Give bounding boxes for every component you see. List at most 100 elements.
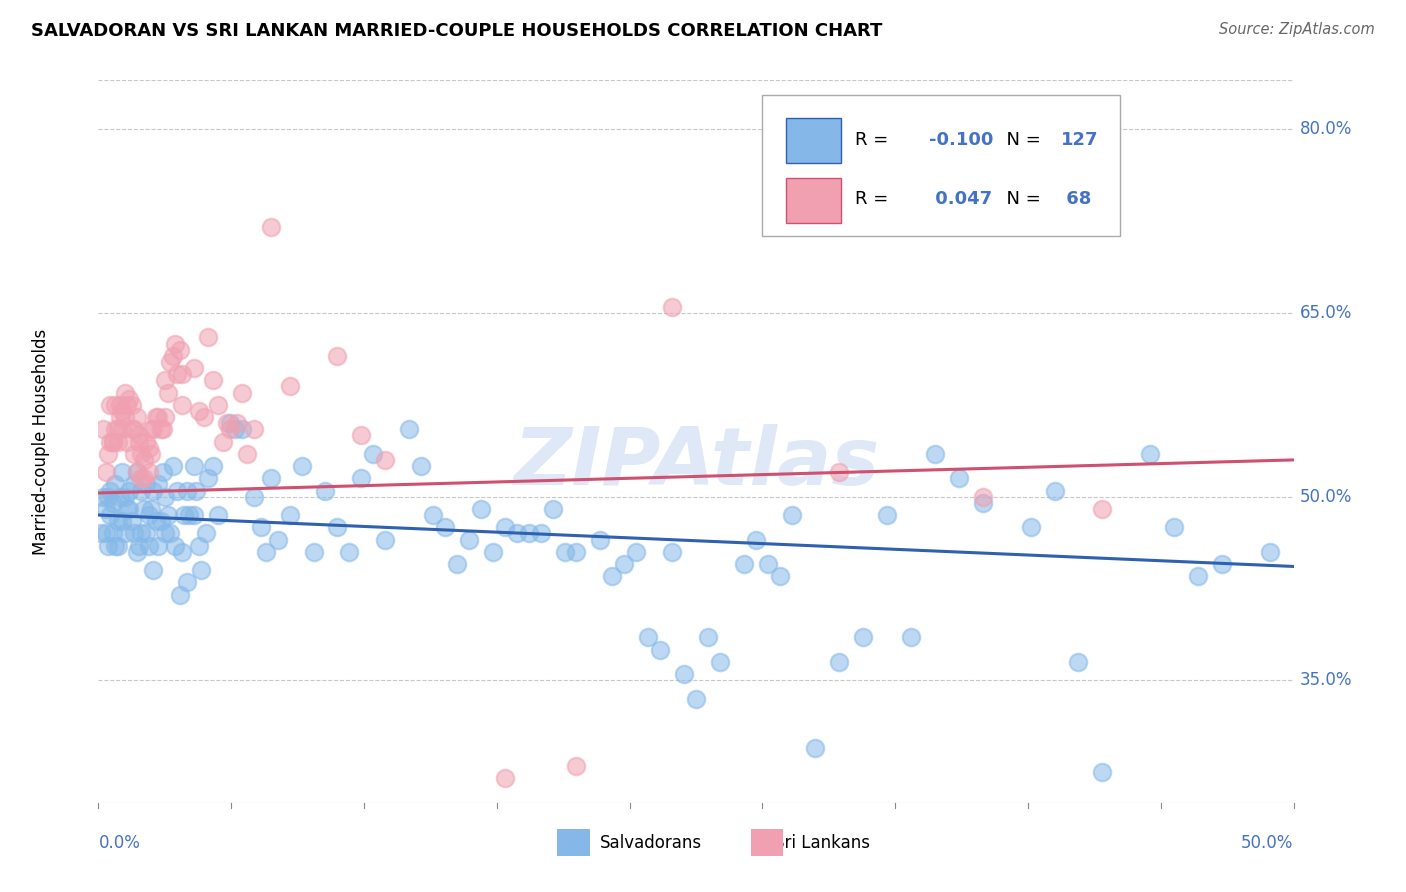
Point [101,434,124,449]
Point [193,410,215,425]
Point [90,526,112,541]
Text: Sri Lankans: Sri Lankans [773,833,870,852]
Point [197,330,219,344]
Point [172,398,194,412]
Point [768,569,790,583]
Point [142,422,165,436]
Point [565,545,588,559]
Point [152,465,174,479]
Text: 35.0%: 35.0% [1299,672,1353,690]
Point [125,465,148,479]
FancyBboxPatch shape [751,829,783,855]
Point [115,398,138,412]
Point [187,404,209,418]
Point [183,361,205,376]
Point [589,533,612,547]
Point [124,447,146,461]
Point [804,740,827,755]
Point [114,410,136,425]
Point [637,631,659,645]
Point [107,434,129,449]
Point [494,520,516,534]
Point [98,434,122,449]
Point [709,655,731,669]
Point [108,490,131,504]
Point [159,526,181,541]
Point [176,575,198,590]
Point [1187,569,1209,583]
Point [1211,557,1233,571]
Point [1258,545,1281,559]
Point [506,526,529,541]
Text: R =: R = [855,130,894,149]
Point [132,453,155,467]
Point [207,508,229,522]
Point [661,545,683,559]
Point [350,471,373,485]
Point [183,458,205,473]
Point [195,526,218,541]
Text: ZIPAtlas: ZIPAtlas [513,425,879,502]
Point [172,545,194,559]
Point [139,447,162,461]
Point [339,545,361,559]
Point [139,502,162,516]
Point [458,533,481,547]
Point [91,422,114,436]
Point [530,526,553,541]
Point [142,483,165,498]
Point [138,465,160,479]
Point [108,398,131,412]
Point [481,545,505,559]
Point [132,502,155,516]
Point [173,508,195,522]
Point [828,655,851,669]
Point [98,508,122,522]
Point [145,410,167,425]
Point [121,422,143,436]
Point [661,300,683,314]
Point [131,526,153,541]
Point [159,355,181,369]
Point [125,545,148,559]
Point [131,483,153,498]
Point [115,434,138,449]
Text: R =: R = [855,191,894,209]
FancyBboxPatch shape [557,829,589,855]
Point [138,441,160,455]
Point [169,343,191,357]
Point [111,465,134,479]
Point [111,422,134,436]
Point [131,471,153,485]
Point [124,477,146,491]
Text: 50.0%: 50.0% [1299,488,1353,506]
Point [697,631,720,645]
Point [114,526,136,541]
Point [91,490,114,504]
Point [267,533,290,547]
Point [202,373,225,387]
Text: Salvadorans: Salvadorans [600,833,703,852]
Point [446,557,468,571]
Point [107,514,129,528]
Point [97,447,120,461]
Point [121,398,143,412]
Point [673,667,696,681]
Text: Source: ZipAtlas.com: Source: ZipAtlas.com [1219,22,1375,37]
Text: 0.047: 0.047 [929,191,993,209]
Point [374,453,396,467]
Point [207,398,229,412]
Point [152,422,174,436]
Point [111,514,134,528]
Point [155,373,177,387]
Text: 0.0%: 0.0% [98,833,141,852]
Point [94,526,117,541]
Point [186,483,208,498]
Point [104,422,127,436]
Text: SALVADORAN VS SRI LANKAN MARRIED-COUPLE HOUSEHOLDS CORRELATION CHART: SALVADORAN VS SRI LANKAN MARRIED-COUPLE … [31,22,883,40]
Point [924,447,946,461]
Point [278,379,301,393]
Point [243,490,266,504]
Point [135,477,157,491]
Point [121,514,143,528]
